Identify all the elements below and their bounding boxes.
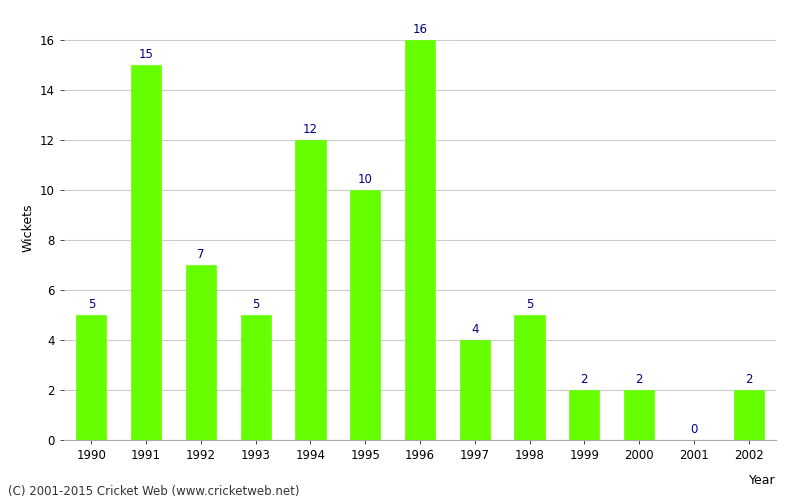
Bar — [76, 315, 106, 440]
Text: 7: 7 — [197, 248, 205, 261]
Text: (C) 2001-2015 Cricket Web (www.cricketweb.net): (C) 2001-2015 Cricket Web (www.cricketwe… — [8, 484, 299, 498]
Bar — [186, 265, 216, 440]
Text: 4: 4 — [471, 324, 478, 336]
Text: 5: 5 — [88, 298, 95, 311]
Bar — [734, 390, 764, 440]
Text: 15: 15 — [138, 48, 154, 61]
Bar — [624, 390, 654, 440]
Text: Year: Year — [750, 474, 776, 487]
Text: 16: 16 — [413, 24, 427, 36]
Text: 12: 12 — [303, 123, 318, 136]
Bar — [570, 390, 599, 440]
Bar — [295, 140, 326, 440]
Text: 10: 10 — [358, 174, 373, 186]
Bar — [241, 315, 270, 440]
Text: 5: 5 — [526, 298, 534, 311]
Text: 2: 2 — [581, 373, 588, 386]
Bar — [514, 315, 545, 440]
Bar — [405, 40, 435, 440]
Text: 0: 0 — [690, 423, 698, 436]
Y-axis label: Wickets: Wickets — [22, 203, 34, 252]
Text: 2: 2 — [745, 373, 752, 386]
Bar — [131, 65, 162, 440]
Bar — [350, 190, 380, 440]
Text: 5: 5 — [252, 298, 259, 311]
Text: 2: 2 — [635, 373, 643, 386]
Bar — [460, 340, 490, 440]
